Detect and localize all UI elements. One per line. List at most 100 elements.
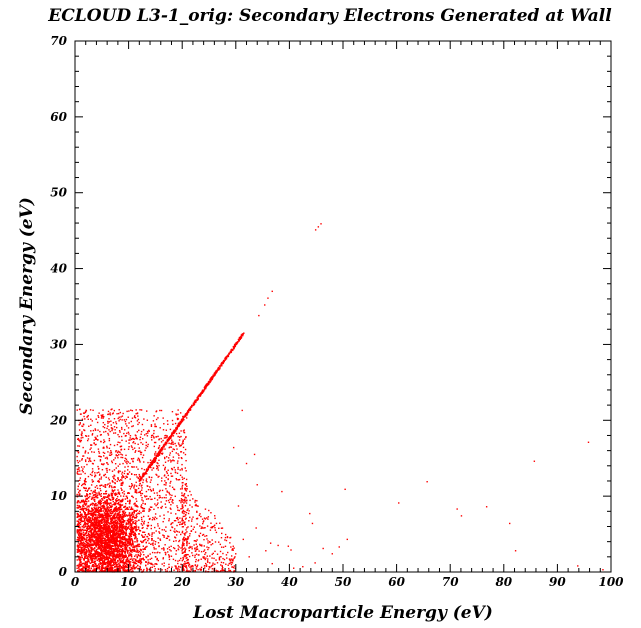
scatter-point (132, 566, 134, 568)
scatter-point (131, 528, 134, 530)
scatter-point (79, 549, 81, 551)
scatter-point (101, 542, 104, 544)
scatter-point (109, 506, 112, 508)
scatter-point (115, 517, 118, 519)
scatter-point (110, 514, 113, 516)
scatter-point (129, 543, 132, 546)
scatter-point (94, 552, 97, 554)
scatter-point (123, 567, 125, 569)
scatter-point (106, 553, 109, 555)
scatter-point (80, 561, 82, 563)
scatter-point (106, 514, 109, 517)
scatter-point (107, 561, 109, 564)
scatter-point (94, 565, 96, 567)
scatter-point (131, 568, 133, 570)
scatter-point (114, 510, 116, 513)
scatter-point (96, 495, 98, 498)
scatter-point (121, 562, 124, 564)
scatter-point (101, 541, 103, 543)
scatter-point (104, 545, 107, 548)
scatter-point (120, 524, 122, 527)
scatter-point (111, 498, 114, 501)
scatter-point (77, 485, 79, 488)
scatter-point (92, 509, 94, 511)
scatter-point (102, 536, 104, 538)
scatter-point (106, 556, 109, 558)
scatter-point (102, 502, 105, 504)
scatter-point (89, 562, 92, 564)
scatter-point (93, 521, 96, 523)
scatter-point (113, 532, 115, 534)
scatter-point (114, 486, 116, 488)
scatter-point (113, 508, 115, 511)
scatter-point (86, 560, 89, 563)
scatter-point (115, 521, 118, 523)
chart-title: ECLOUD L3-1_orig: Secondary Electrons Ge… (47, 6, 612, 26)
scatter-point (116, 536, 119, 539)
scatter-point (103, 545, 106, 548)
scatter-point (86, 536, 88, 539)
scatter-point (127, 523, 130, 525)
scatter-point (97, 516, 100, 518)
scatter-point (119, 526, 121, 529)
scatter-point (98, 560, 101, 563)
scatter-point (122, 482, 124, 485)
scatter-point (121, 527, 123, 529)
scatter-point (91, 538, 94, 541)
scatter-point (129, 522, 132, 524)
scatter-point (134, 550, 137, 552)
scatter-point (94, 523, 97, 525)
scatter-point (103, 550, 105, 552)
scatter-point (109, 564, 112, 567)
scatter-point (110, 570, 112, 572)
scatter-point (102, 567, 104, 569)
scatter-point (115, 502, 117, 504)
scatter-point (110, 518, 113, 521)
scatter-point (90, 522, 93, 525)
scatter-point (110, 547, 113, 549)
scatter-point (134, 535, 136, 537)
scatter-point (126, 566, 129, 569)
scatter-point (114, 524, 116, 526)
scatter-point (105, 493, 108, 495)
scatter-point (104, 541, 107, 544)
scatter-point (106, 502, 109, 504)
scatter-point (122, 548, 124, 550)
scatter-point (108, 527, 110, 529)
scatter-point (136, 545, 139, 547)
scatter-point (111, 545, 114, 548)
scatter-point (111, 526, 113, 529)
scatter-point (136, 505, 138, 507)
scatter-point (88, 543, 91, 546)
scatter-point (79, 534, 82, 536)
scatter-point (83, 534, 86, 537)
scatter-point (93, 520, 95, 523)
scatter-point (85, 551, 87, 553)
scatter-point (108, 531, 110, 533)
scatter-point (116, 549, 118, 551)
scatter-point (96, 565, 98, 567)
scatter-point (122, 531, 125, 534)
scatter-point (94, 504, 96, 507)
scatter-point (117, 540, 119, 542)
scatter-point (113, 507, 116, 510)
scatter-point (115, 535, 117, 537)
scatter-point (110, 558, 113, 560)
scatter-point (85, 487, 87, 490)
scatter-point (86, 561, 88, 564)
scatter-point (109, 484, 111, 487)
scatter-point (76, 565, 78, 567)
scatter-point (123, 520, 125, 522)
scatter-point (98, 493, 100, 495)
scatter-point (133, 534, 135, 537)
scatter-point (114, 513, 116, 515)
scatter-point (84, 561, 87, 563)
scatter-point (120, 558, 123, 560)
scatter-point (116, 565, 118, 568)
scatter-point (106, 527, 109, 530)
scatter-point (119, 531, 121, 533)
scatter-point (98, 524, 100, 526)
scatter-point (88, 539, 90, 541)
scatter-point (92, 559, 94, 562)
scatter-point (92, 531, 94, 534)
